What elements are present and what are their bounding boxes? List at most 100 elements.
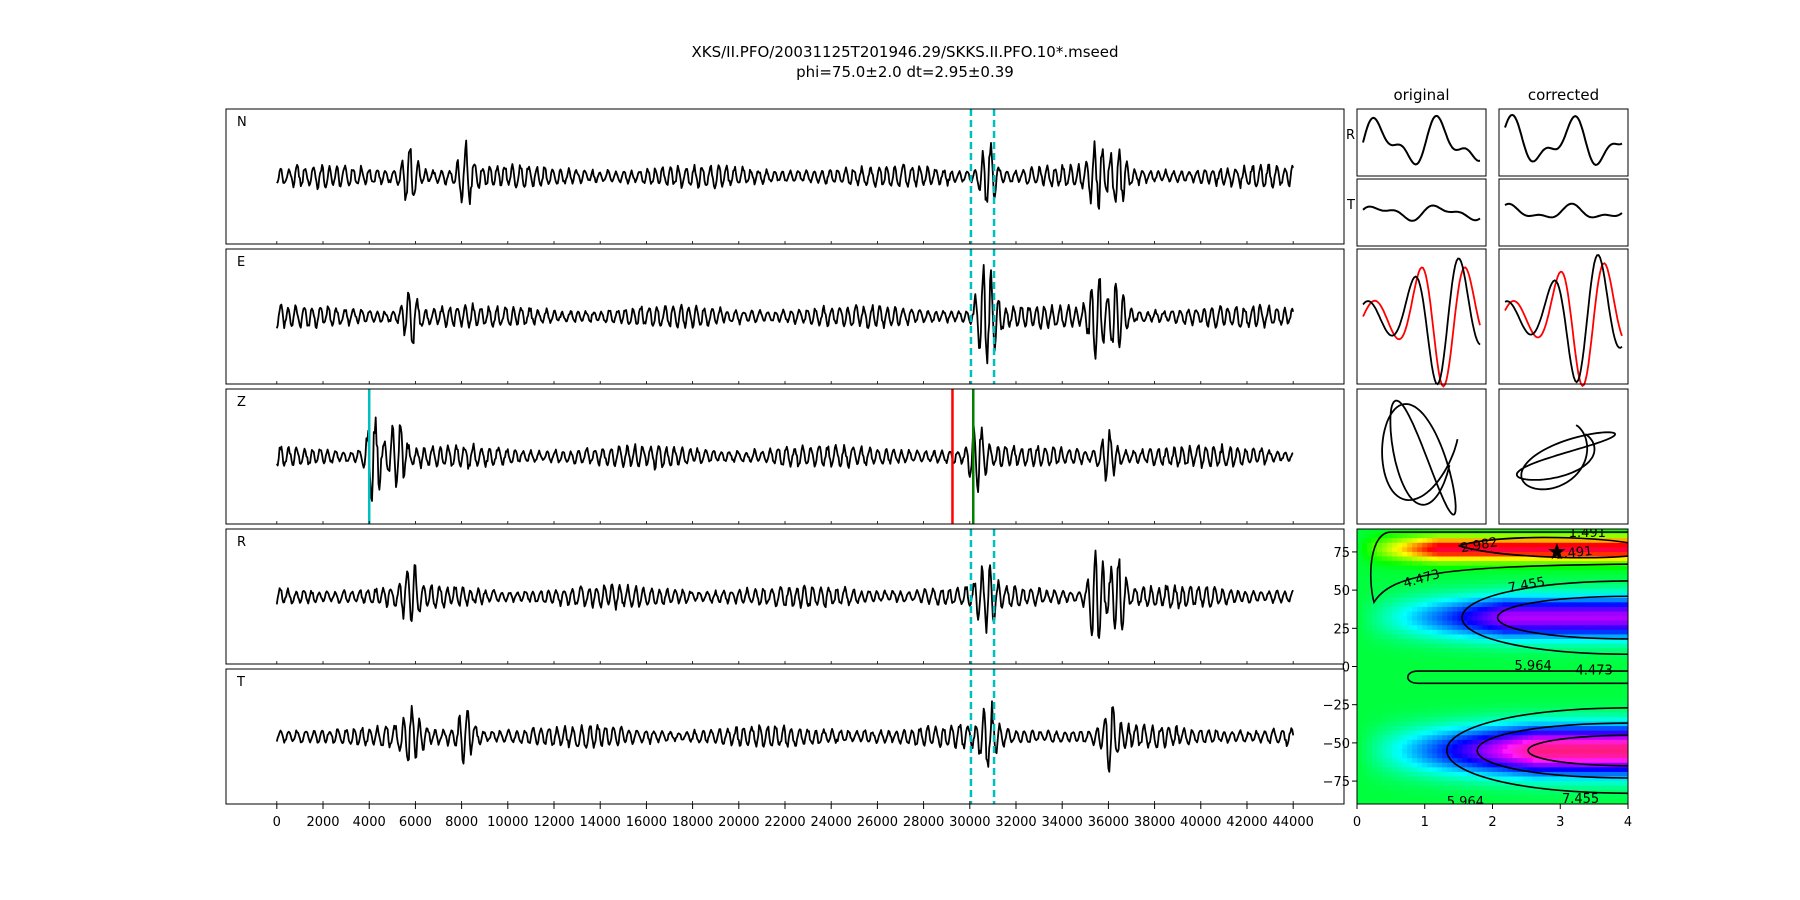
error-surface-cell [1387,744,1393,750]
error-surface-cell [1417,671,1423,677]
error-surface-cell [1357,698,1363,704]
error-surface-cell [1382,657,1388,663]
error-surface-cell [1517,588,1524,594]
error-surface-cell [1372,730,1378,736]
error-surface-cell [1462,771,1469,778]
error-surface-cell [1582,593,1589,599]
error-surface-cell [1392,629,1398,636]
error-surface-cell [1502,790,1509,796]
error-surface-cell [1512,666,1519,672]
error-surface-cell [1597,606,1604,613]
error-surface-cell [1607,739,1614,746]
error-surface-cell [1602,597,1609,603]
error-surface-cell [1457,538,1463,544]
error-surface-cell [1367,584,1373,590]
error-surface-cell [1557,762,1564,768]
error-surface-cell [1562,652,1569,658]
error-surface-cell [1457,712,1463,718]
error-surface-cell [1467,652,1474,658]
error-surface-cell [1417,739,1423,746]
error-surface-cell [1472,556,1479,562]
error-surface-cell [1522,694,1529,700]
error-surface-cell [1457,579,1463,585]
error-surface-cell [1437,671,1443,677]
error-surface-cell [1392,657,1398,663]
error-surface-cell [1502,574,1509,581]
error-surface-cell [1522,606,1529,613]
error-surface-cell [1562,758,1569,764]
error-surface-cell [1607,639,1614,645]
error-surface-cell [1522,648,1529,654]
error-surface-cell [1407,776,1413,782]
error-surface-cell [1472,648,1479,654]
error-surface-cell [1542,574,1549,581]
error-surface-cell [1527,694,1534,700]
error-surface-cell [1447,565,1453,571]
error-surface-cell [1382,597,1388,603]
error-surface-cell [1422,593,1428,599]
error-surface-cell [1542,749,1549,755]
error-surface-cell [1552,671,1559,677]
error-surface-cell [1427,657,1433,663]
error-surface-cell [1622,799,1628,804]
error-surface-cell [1567,579,1574,585]
error-surface-cell [1397,744,1403,750]
error-surface-cell [1502,597,1509,603]
error-surface-cell [1512,584,1519,590]
error-surface-cell [1392,634,1398,640]
error-surface-cell [1407,739,1413,746]
error-surface-cell [1507,538,1514,544]
error-surface-cell [1457,721,1463,727]
error-surface-cell [1437,538,1443,544]
error-surface-cell [1372,616,1378,622]
error-surface-cell [1537,776,1544,782]
error-surface-cell [1572,790,1579,796]
error-surface-cell [1392,776,1398,782]
error-surface-cell [1357,584,1363,590]
error-surface-cell [1587,616,1594,622]
error-surface-cell [1447,570,1453,576]
error-surface-cell [1467,712,1474,718]
error-surface-cell [1522,565,1529,571]
error-surface-cell [1372,781,1378,787]
error-surface-cell [1522,661,1529,668]
error-surface-cell [1492,556,1499,562]
error-surface-cell [1602,730,1609,736]
error-surface-cell [1507,661,1514,668]
error-surface-cell [1507,556,1514,562]
error-surface-cell [1442,551,1448,558]
error-surface-cell [1587,684,1594,691]
error-surface-cell [1522,794,1529,801]
error-surface-cell [1502,698,1509,704]
error-surface-cell [1402,542,1408,548]
error-surface-cell [1362,771,1368,778]
error-surface-cell [1587,758,1594,764]
error-surface-cell [1477,602,1484,608]
error-surface-cell [1397,794,1403,801]
error-surface-cell [1512,730,1519,736]
error-surface-cell [1472,694,1479,700]
error-surface-cell [1427,716,1433,723]
error-surface-cell [1397,625,1403,631]
error-surface-cell [1567,588,1574,594]
error-surface-cell [1427,758,1433,764]
error-surface-cell [1492,634,1499,640]
error-surface-cell [1482,785,1489,791]
error-surface-cell [1607,579,1614,585]
error-surface-cell [1582,556,1589,562]
error-surface-cell [1432,794,1438,801]
error-surface-cell [1557,611,1564,617]
error-surface-cell [1507,616,1514,622]
error-surface-cell [1407,533,1413,539]
error-surface-cell [1397,790,1403,796]
error-surface-cell [1527,698,1534,704]
error-surface-cell [1527,542,1534,548]
error-surface-cell [1432,574,1438,581]
error-surface-cell [1392,588,1398,594]
error-surface-cell [1402,707,1408,713]
error-surface-cell [1532,606,1539,613]
error-surface-cell [1417,730,1423,736]
error-surface-cell [1492,542,1499,548]
error-surface-cell [1607,666,1614,672]
